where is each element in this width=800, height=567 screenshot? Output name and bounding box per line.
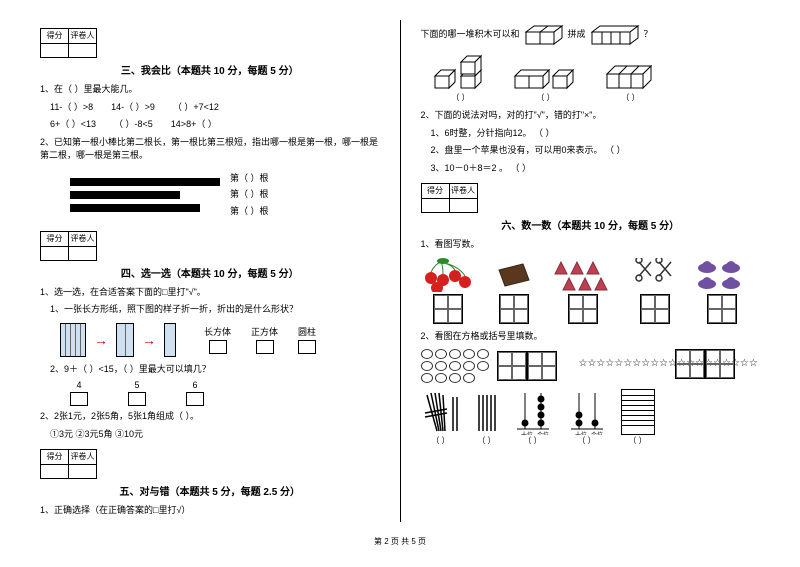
score-box-5: 得分 评卷人	[40, 449, 380, 479]
bars-diagram	[70, 173, 220, 217]
brick-long-icon	[590, 24, 640, 46]
q4-1: 1、选一选，在合适答案下面的□里打"√"。	[40, 286, 380, 300]
shape-option: 正方体	[251, 325, 278, 354]
arrow-icon: →	[142, 332, 156, 348]
score-box-6: 得分 评卷人	[421, 183, 761, 213]
score-box-3: 得分 评卷人	[40, 28, 380, 58]
blank-item: 6+（ ）<13	[50, 118, 96, 132]
book-icon	[164, 323, 176, 357]
sticks-bundle-icon	[421, 389, 461, 435]
paren-label: （ ）	[621, 435, 655, 446]
left-column: 得分 评卷人 三、我会比（本题共 10 分，每题 5 分） 1、在（ ）里最大能…	[40, 20, 380, 522]
paren-label: （ ）	[511, 92, 581, 103]
tf-2: 2、盘里一个苹果也没有，可以用0来表示。 （ ）	[421, 144, 761, 158]
blank-item: 14-（ ）>9	[111, 101, 155, 115]
section-4-title: 四、选一选（本题共 10 分，每题 5 分）	[40, 265, 380, 280]
paren-label: （ ）	[513, 435, 553, 446]
q3-1-items-row2: 6+（ ）<13 （ ）-8<5 14>8+（ ）	[40, 118, 380, 132]
q3-2: 2、已知第一根小棒比第二根长，第一根比第三根短，指出哪一根是第一根，哪一根是第二…	[40, 136, 380, 163]
hats-icon	[697, 258, 747, 292]
right-column: 下面的哪一堆积木可以和 拼成 ？	[421, 20, 761, 522]
section-5-title: 五、对与错（本题共 5 分，每题 2.5 分）	[40, 483, 380, 498]
root-label: 第（ ）根	[230, 186, 269, 202]
blocks-question: 下面的哪一堆积木可以和 拼成 ？	[421, 24, 761, 46]
q5-1: 1、正确选择（在正确答案的□里打√）	[40, 504, 380, 518]
section-6-title: 六、数一数（本题共 10 分，每题 5 分）	[421, 217, 761, 232]
q4-2-options: ①3元 ②3元5角 ③10元	[40, 428, 380, 442]
paren-label: （ ）	[567, 435, 607, 446]
shape-option: 圆柱	[298, 325, 316, 354]
q4-1-1: 1、一张长方形纸，照下图的样子折一折，折出的是什么形状？	[40, 303, 380, 317]
apples-icon	[421, 349, 491, 383]
blank-item: （ ）+7<12	[173, 101, 219, 115]
bar-2	[70, 191, 180, 199]
page-footer: 第 2 页 共 5 页	[40, 536, 760, 547]
paper-fold-diagram: → → 长方体 正方体 圆柱	[60, 323, 380, 357]
tf-3: 3、10－0＋8＝2 。 （ ）	[421, 162, 761, 176]
q3-1-items: 11-（ ）>8 14-（ ）>9 （ ）+7<12	[40, 101, 380, 115]
paren-label: （ ）	[421, 435, 461, 446]
section-3-title: 三、我会比（本题共 10 分，每题 5 分）	[40, 62, 380, 77]
paren-label: （ ）	[431, 92, 491, 103]
count-row-2: ☆☆☆☆☆☆☆☆☆☆☆☆☆☆☆☆☆☆☆☆	[421, 349, 761, 383]
q6-1: 1、看图写数。	[421, 238, 761, 252]
bar-1	[70, 178, 220, 186]
cherries-icon	[421, 258, 475, 292]
root-label: 第（ ）根	[230, 203, 269, 219]
column-divider	[400, 20, 401, 522]
count-row-3: （ ） （ ） 十位个位 （ ）	[421, 389, 761, 446]
tf-1: 1、6时整，分针指向12。 （ ）	[421, 127, 761, 141]
brick-pile-b-icon	[511, 52, 581, 92]
flowers-icon	[553, 258, 613, 292]
brick-pile-c-icon	[601, 52, 661, 92]
arrow-icon: →	[94, 332, 108, 348]
brick-options-row: （ ） （ ） （ ）	[431, 52, 761, 103]
paren-label: （ ）	[475, 435, 499, 446]
count-row-1	[421, 258, 761, 324]
building-icon	[621, 389, 655, 435]
marker-cell: 评卷人	[69, 29, 97, 44]
score-box-4: 得分 评卷人	[40, 231, 380, 261]
shape-option: 长方体	[204, 325, 231, 354]
sticks-icon	[475, 389, 499, 435]
paren-label: （ ）	[601, 92, 661, 103]
book-icon	[116, 323, 134, 357]
q4-1-2: 2、9＋（ ）<15，（ ）里最大可以填几？	[40, 363, 380, 377]
brick-pile-a-icon	[431, 52, 491, 92]
scissors-icon	[635, 258, 675, 292]
book-icon	[60, 323, 86, 357]
brick-icon	[524, 24, 564, 46]
q-right-2: 2、下面的说法对吗，对的打"√"，错的打"×"。	[421, 109, 761, 123]
stars-icon: ☆☆☆☆☆☆☆☆☆☆☆☆☆☆☆☆☆☆☆☆	[579, 359, 669, 369]
blank-item: 14>8+（ ）	[171, 118, 217, 132]
abacus-icon: 十位个位	[567, 389, 607, 435]
blank-item: 11-（ ）>8	[50, 101, 93, 115]
chocolate-icon	[497, 258, 531, 292]
root-label: 第（ ）根	[230, 170, 269, 186]
bar-3	[70, 204, 200, 212]
q3-1-stem: 1、在（ ）里最大能几。	[40, 83, 380, 97]
abacus-icon: 十位个位	[513, 389, 553, 435]
number-options: 4 5 6	[70, 380, 380, 406]
score-cell: 得分	[41, 29, 69, 44]
q6-2: 2、看图在方格或括号里填数。	[421, 330, 761, 344]
blank-item: （ ）-8<5	[114, 118, 153, 132]
q4-2: 2、2张1元，2张5角，5张1角组成（ ）。	[40, 410, 380, 424]
